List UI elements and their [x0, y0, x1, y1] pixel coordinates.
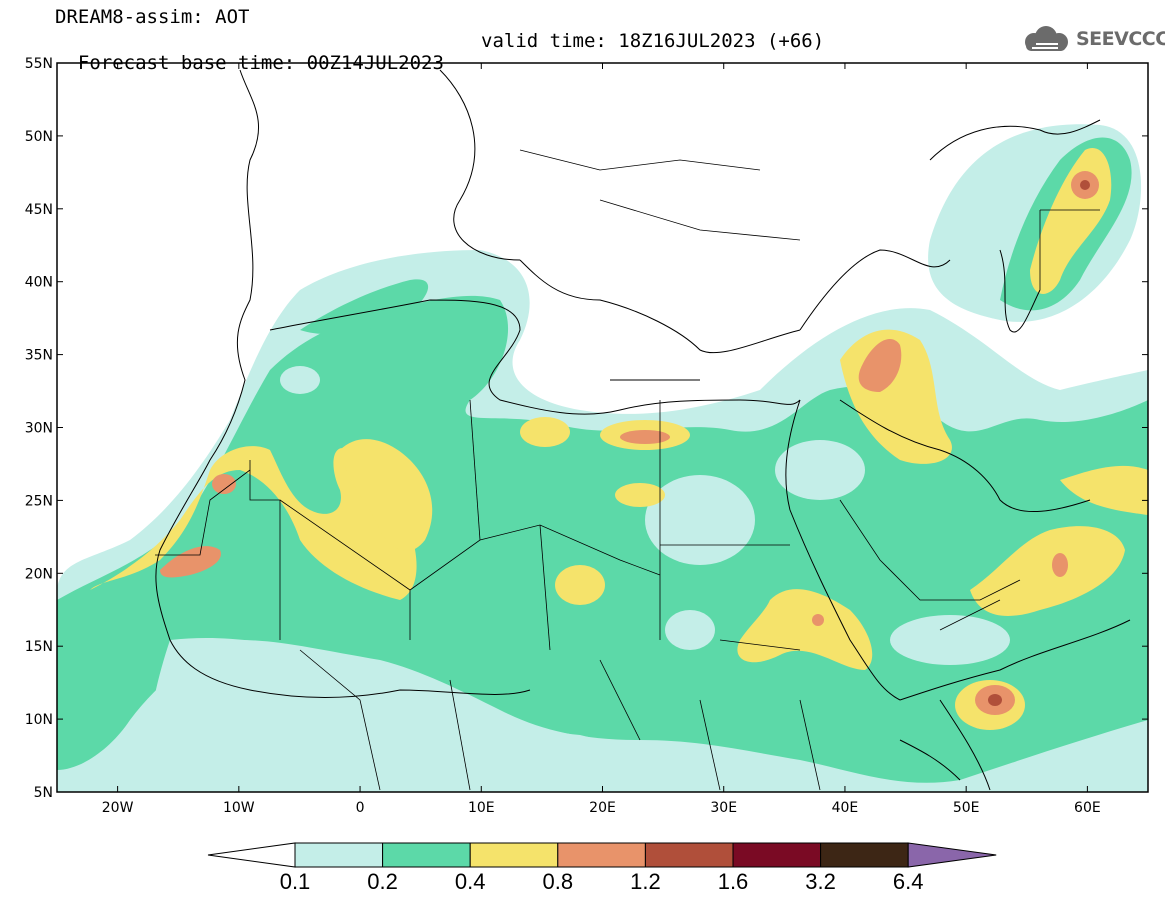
colorbar-label: 1.2: [630, 869, 661, 894]
lat-tick-label: 35N: [25, 348, 53, 364]
country-borders: [155, 149, 1100, 791]
lat-tick-label: 25N: [25, 493, 53, 509]
lon-tick-label: 20W: [102, 800, 134, 816]
lon-tick-label: 0: [356, 800, 365, 816]
aot-level-0-8: [160, 171, 1099, 715]
colorbar-swatch: [557, 842, 646, 868]
lat-tick-label: 5N: [34, 785, 53, 801]
map-title: DREAM8-assim: AOT: [55, 6, 250, 28]
lon-tick-label: 40E: [832, 800, 859, 816]
lon-tick-label: 10W: [223, 800, 255, 816]
colorbar-label: 6.4: [892, 869, 924, 894]
lat-tick-label: 55N: [25, 56, 53, 72]
colorbar-label: 0.1: [279, 869, 311, 894]
colorbar-label: 1.6: [717, 869, 749, 894]
lon-tick-label: 30E: [710, 800, 737, 816]
colorbar-swatch: [820, 842, 909, 868]
lat-tick-label: 10N: [25, 712, 53, 728]
lon-tick-label: 50E: [953, 800, 980, 816]
colorbar-swatch: [644, 842, 734, 868]
colorbar-label: 3.2: [805, 869, 836, 894]
aot-level-0-1-holes: [149, 366, 1010, 792]
colorbar-high-arrow: [907, 842, 997, 868]
colorbar-swatch: [732, 842, 822, 868]
lon-tick-label: 20E: [589, 800, 616, 816]
colorbar-swatch: [382, 842, 471, 868]
lon-tick-label: 10E: [468, 800, 495, 816]
cloud-icon: [1025, 26, 1068, 51]
aot-level-1-2: [988, 180, 1090, 706]
colorbar-label: 0.2: [367, 869, 398, 894]
lat-tick-label: 30N: [25, 421, 53, 437]
colorbar-label: 0.4: [454, 869, 486, 894]
aot-field: [57, 69, 1148, 792]
logo-text: SEEVCCC: [1076, 28, 1165, 50]
longitude-axis: 20W 10W 0 10E 20E 30E 40E 50E 60E: [102, 63, 1101, 816]
colorbar-label: 0.8: [542, 869, 574, 894]
lat-tick-label: 15N: [25, 639, 53, 655]
lat-tick-label: 50N: [25, 129, 53, 145]
lat-tick-label: 40N: [25, 275, 53, 291]
seevccc-logo: SEEVCCC: [1018, 26, 1165, 54]
lat-tick-label: 20N: [25, 566, 53, 582]
valid-time: valid time: 18Z16JUL2023 (+66): [481, 30, 825, 52]
colorbar-swatch: [469, 842, 559, 868]
colorbar-swatch: [294, 842, 384, 868]
colorbar-low-arrow: [207, 842, 296, 868]
lon-tick-label: 60E: [1074, 800, 1101, 816]
colorbar: [207, 842, 997, 868]
latitude-axis: 55N 50N 45N 40N 35N 30N 25N 20N 15N 10N 5N: [25, 56, 1148, 801]
coastlines: [155, 69, 1131, 791]
lat-tick-label: 45N: [25, 202, 53, 218]
